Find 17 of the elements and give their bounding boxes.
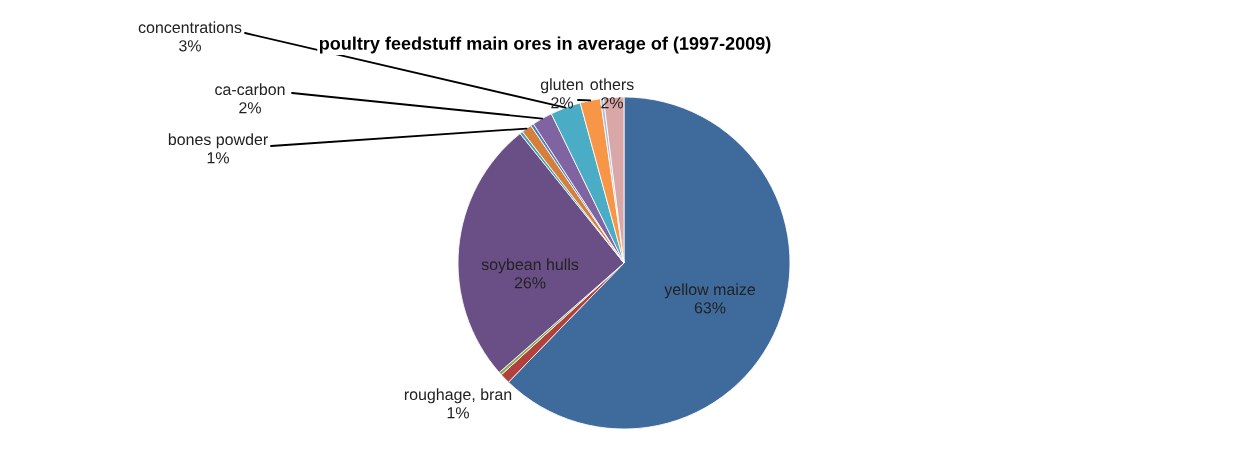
data-label: 2% xyxy=(551,97,573,109)
data-label: 1% xyxy=(207,152,229,164)
data-label: 1% xyxy=(447,407,469,419)
data-label: 63% xyxy=(694,302,726,314)
data-label: 3% xyxy=(179,40,201,52)
slice-label: gluten xyxy=(540,78,583,94)
slice-label: concentrations xyxy=(138,21,242,34)
slice-label: soybean hulls xyxy=(481,258,579,274)
slice-label: bones powder xyxy=(168,133,268,149)
data-label: 2% xyxy=(239,102,261,114)
slice-label: others xyxy=(590,78,634,91)
slice-label: roughage, bran xyxy=(404,388,512,404)
slice-label: ca-carbon xyxy=(215,83,285,96)
data-label: 26% xyxy=(514,277,546,289)
text: poultry feedstuff main ores in average of (1997-2009) xyxy=(319,36,771,54)
data-label: 2% xyxy=(601,97,623,109)
slice-label: yellow maize xyxy=(664,283,756,299)
